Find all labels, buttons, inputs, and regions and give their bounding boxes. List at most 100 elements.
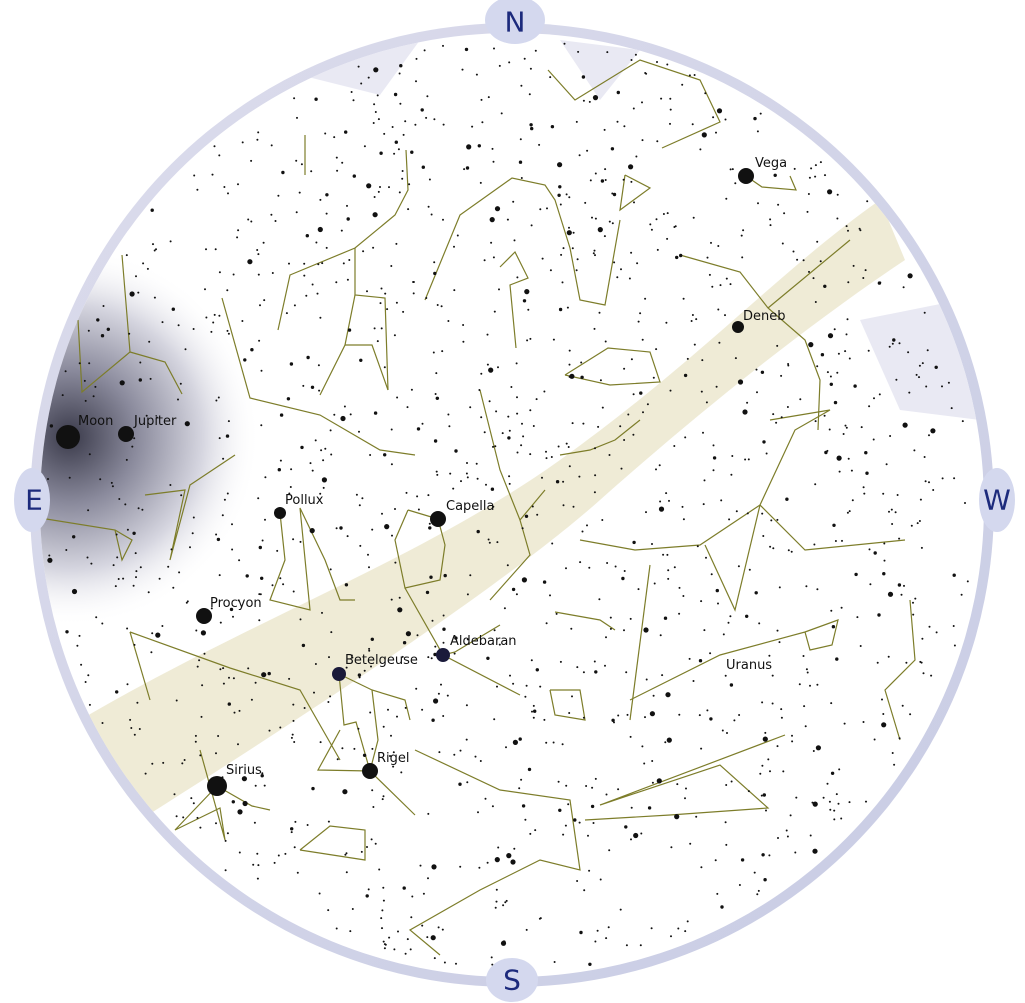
- star: [656, 61, 658, 63]
- star: [508, 61, 511, 64]
- star: [491, 147, 494, 150]
- star: [487, 538, 490, 541]
- star: [253, 821, 256, 824]
- star: [633, 201, 635, 204]
- star: [930, 428, 936, 434]
- star: [674, 225, 677, 228]
- star: [507, 436, 511, 440]
- star: [528, 93, 531, 96]
- star: [134, 552, 137, 555]
- star: [608, 454, 611, 456]
- star: [92, 395, 95, 398]
- star: [299, 618, 302, 621]
- star: [151, 632, 154, 635]
- star: [771, 674, 774, 677]
- star: [358, 676, 361, 679]
- star: [531, 710, 533, 713]
- star: [437, 926, 440, 929]
- star: [412, 281, 415, 283]
- star: [475, 462, 478, 465]
- star: [132, 531, 136, 535]
- star: [559, 660, 562, 663]
- star: [257, 497, 260, 500]
- star: [252, 863, 255, 866]
- star: [738, 884, 741, 886]
- star: [379, 186, 381, 188]
- star: [352, 99, 355, 102]
- star: [810, 167, 813, 170]
- star: [402, 886, 406, 890]
- star: [652, 376, 655, 379]
- star: [190, 797, 193, 800]
- star: [629, 735, 632, 738]
- star: [309, 462, 312, 465]
- star: [486, 333, 489, 336]
- star: [598, 598, 601, 601]
- star: [834, 540, 837, 542]
- star: [632, 393, 635, 396]
- constellation-line: [549, 689, 586, 721]
- object-label: Jupiter: [133, 414, 177, 429]
- star: [720, 499, 723, 502]
- star: [303, 274, 306, 277]
- star: [582, 671, 585, 674]
- star: [684, 436, 687, 439]
- star: [941, 477, 944, 480]
- star: [536, 513, 539, 516]
- constellation-line: [221, 297, 416, 456]
- star: [129, 291, 135, 297]
- star: [753, 871, 756, 874]
- star: [772, 547, 775, 550]
- star: [464, 47, 469, 52]
- object-labels: Vega Deneb Moon Jupiter Pollux Capella P…: [78, 156, 787, 778]
- star: [651, 760, 654, 762]
- star: [527, 767, 532, 772]
- star: [935, 631, 938, 634]
- star: [526, 339, 529, 342]
- star: [296, 116, 298, 119]
- star: [423, 49, 426, 52]
- star: [410, 150, 414, 154]
- constellation-line: [767, 239, 851, 309]
- star: [744, 458, 747, 461]
- star: [374, 842, 377, 845]
- star: [921, 362, 924, 365]
- star: [560, 253, 563, 256]
- star: [802, 259, 805, 262]
- star: [640, 832, 643, 835]
- star: [462, 324, 465, 326]
- star: [378, 868, 381, 871]
- star: [848, 510, 851, 513]
- star: [390, 734, 392, 737]
- star: [264, 518, 266, 521]
- star: [300, 445, 304, 450]
- object-label: Moon: [78, 414, 113, 429]
- star: [493, 629, 496, 632]
- star: [605, 636, 607, 639]
- star: [591, 786, 594, 789]
- star: [402, 641, 407, 645]
- star: [724, 674, 727, 677]
- star: [232, 615, 234, 618]
- star: [173, 793, 176, 796]
- star: [816, 588, 819, 591]
- star: [411, 895, 414, 898]
- object-label: Sirius: [226, 763, 262, 778]
- star: [380, 287, 383, 290]
- star: [845, 333, 848, 336]
- star: [520, 444, 523, 447]
- star: [542, 580, 547, 584]
- star: [703, 479, 706, 482]
- star: [593, 660, 596, 663]
- constellation-line: [424, 177, 621, 306]
- star: [786, 835, 789, 838]
- star: [377, 190, 380, 193]
- star: [476, 529, 480, 534]
- star: [431, 864, 437, 870]
- star: [637, 320, 640, 323]
- star: [261, 772, 264, 775]
- constellation-line: [679, 254, 821, 431]
- star: [811, 801, 814, 804]
- compass-west: W: [983, 484, 1011, 517]
- star: [47, 557, 53, 563]
